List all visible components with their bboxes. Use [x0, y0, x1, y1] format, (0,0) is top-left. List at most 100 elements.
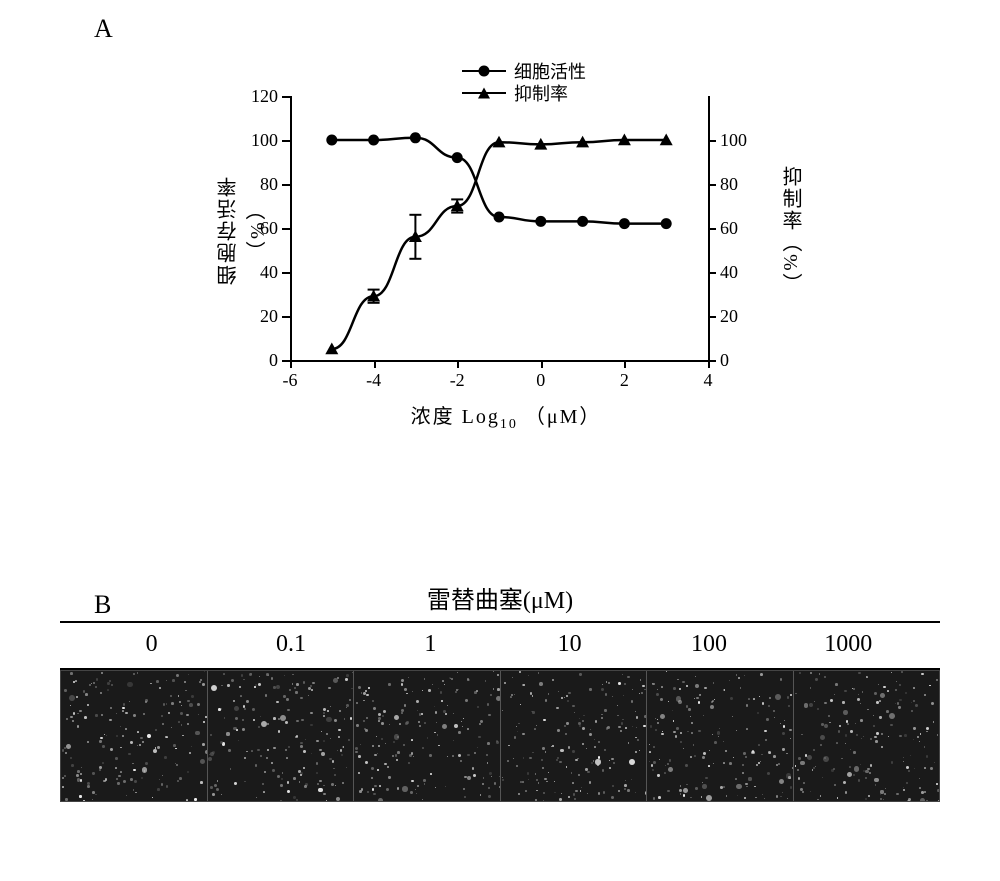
speckle — [704, 687, 706, 689]
speckle — [493, 671, 494, 672]
speckle — [180, 712, 183, 715]
speckle — [629, 759, 635, 765]
speckle — [371, 777, 373, 779]
speckle — [99, 740, 102, 743]
speckle — [879, 716, 881, 718]
speckle — [483, 777, 484, 778]
speckle — [574, 798, 576, 800]
speckle — [847, 723, 849, 725]
speckle — [661, 686, 662, 687]
speckle — [847, 772, 852, 777]
speckle — [519, 671, 521, 673]
y1-tick — [282, 360, 290, 362]
speckle — [488, 714, 490, 716]
speckle — [101, 672, 103, 674]
speckle — [191, 695, 194, 698]
speckle — [834, 784, 836, 786]
speckle — [628, 742, 629, 743]
speckle — [567, 700, 569, 702]
speckle — [703, 752, 706, 755]
speckle — [693, 744, 695, 746]
speckle — [393, 741, 395, 743]
speckle — [378, 713, 381, 716]
speckle — [365, 729, 368, 732]
speckle — [455, 691, 457, 693]
y1-tick-label: 20 — [234, 306, 278, 327]
speckle — [141, 777, 143, 779]
speckle — [568, 796, 570, 798]
speckle — [878, 684, 879, 685]
speckle — [849, 766, 851, 768]
speckle — [617, 715, 619, 717]
speckle — [292, 674, 294, 676]
speckle — [568, 746, 571, 749]
speckle — [95, 686, 97, 688]
speckle — [266, 673, 269, 676]
speckle — [703, 715, 704, 716]
speckle — [913, 700, 915, 702]
speckle — [843, 781, 846, 784]
speckle — [820, 735, 825, 740]
speckle — [100, 692, 102, 694]
panel-a-label: A — [94, 14, 113, 44]
speckle — [319, 780, 322, 783]
speckle — [140, 737, 142, 739]
speckle — [725, 750, 727, 752]
speckle — [714, 741, 717, 744]
speckle — [507, 760, 509, 762]
speckle — [883, 686, 886, 689]
speckle — [417, 785, 418, 786]
speckle — [930, 767, 933, 770]
inhibition-curve — [332, 140, 666, 349]
speckle — [416, 700, 419, 703]
speckle — [799, 672, 801, 674]
speckle — [87, 785, 90, 788]
speckle — [870, 738, 872, 740]
speckle — [857, 698, 860, 701]
speckle — [776, 764, 779, 767]
speckle — [282, 772, 283, 773]
speckle — [769, 697, 771, 699]
speckle — [865, 798, 867, 800]
speckle — [465, 699, 468, 702]
speckle — [260, 716, 261, 717]
speckle — [890, 724, 893, 727]
speckle — [579, 673, 581, 675]
speckle — [783, 725, 785, 727]
speckle — [499, 776, 500, 777]
speckle — [870, 764, 873, 767]
speckle — [130, 778, 133, 781]
speckle — [115, 767, 117, 769]
speckle — [133, 673, 135, 675]
speckle — [924, 767, 926, 769]
speckle — [931, 702, 934, 705]
speckle — [231, 679, 234, 682]
speckle — [937, 789, 939, 792]
speckle — [575, 790, 578, 793]
speckle — [394, 734, 400, 740]
speckle — [256, 797, 257, 798]
speckle — [464, 796, 466, 798]
speckle — [863, 736, 864, 737]
speckle — [395, 754, 397, 756]
speckle — [773, 755, 776, 758]
speckle — [153, 749, 157, 753]
speckle — [765, 739, 767, 741]
speckle — [224, 717, 226, 719]
x-axis-title: 浓度 Log10 （μM） — [376, 400, 636, 433]
speckle — [221, 685, 222, 686]
panel-b-title: 雷替曲塞(μM) — [60, 580, 940, 615]
speckle — [624, 784, 627, 787]
speckle — [435, 787, 436, 788]
speckle — [453, 740, 454, 741]
speckle — [666, 671, 667, 672]
speckle — [65, 752, 67, 754]
speckle — [776, 795, 779, 798]
speckle — [246, 700, 249, 703]
speckle — [417, 710, 419, 712]
speckle — [118, 775, 120, 777]
speckle — [249, 673, 252, 676]
speckle — [458, 754, 461, 757]
speckle — [838, 730, 840, 732]
speckle — [104, 734, 105, 735]
